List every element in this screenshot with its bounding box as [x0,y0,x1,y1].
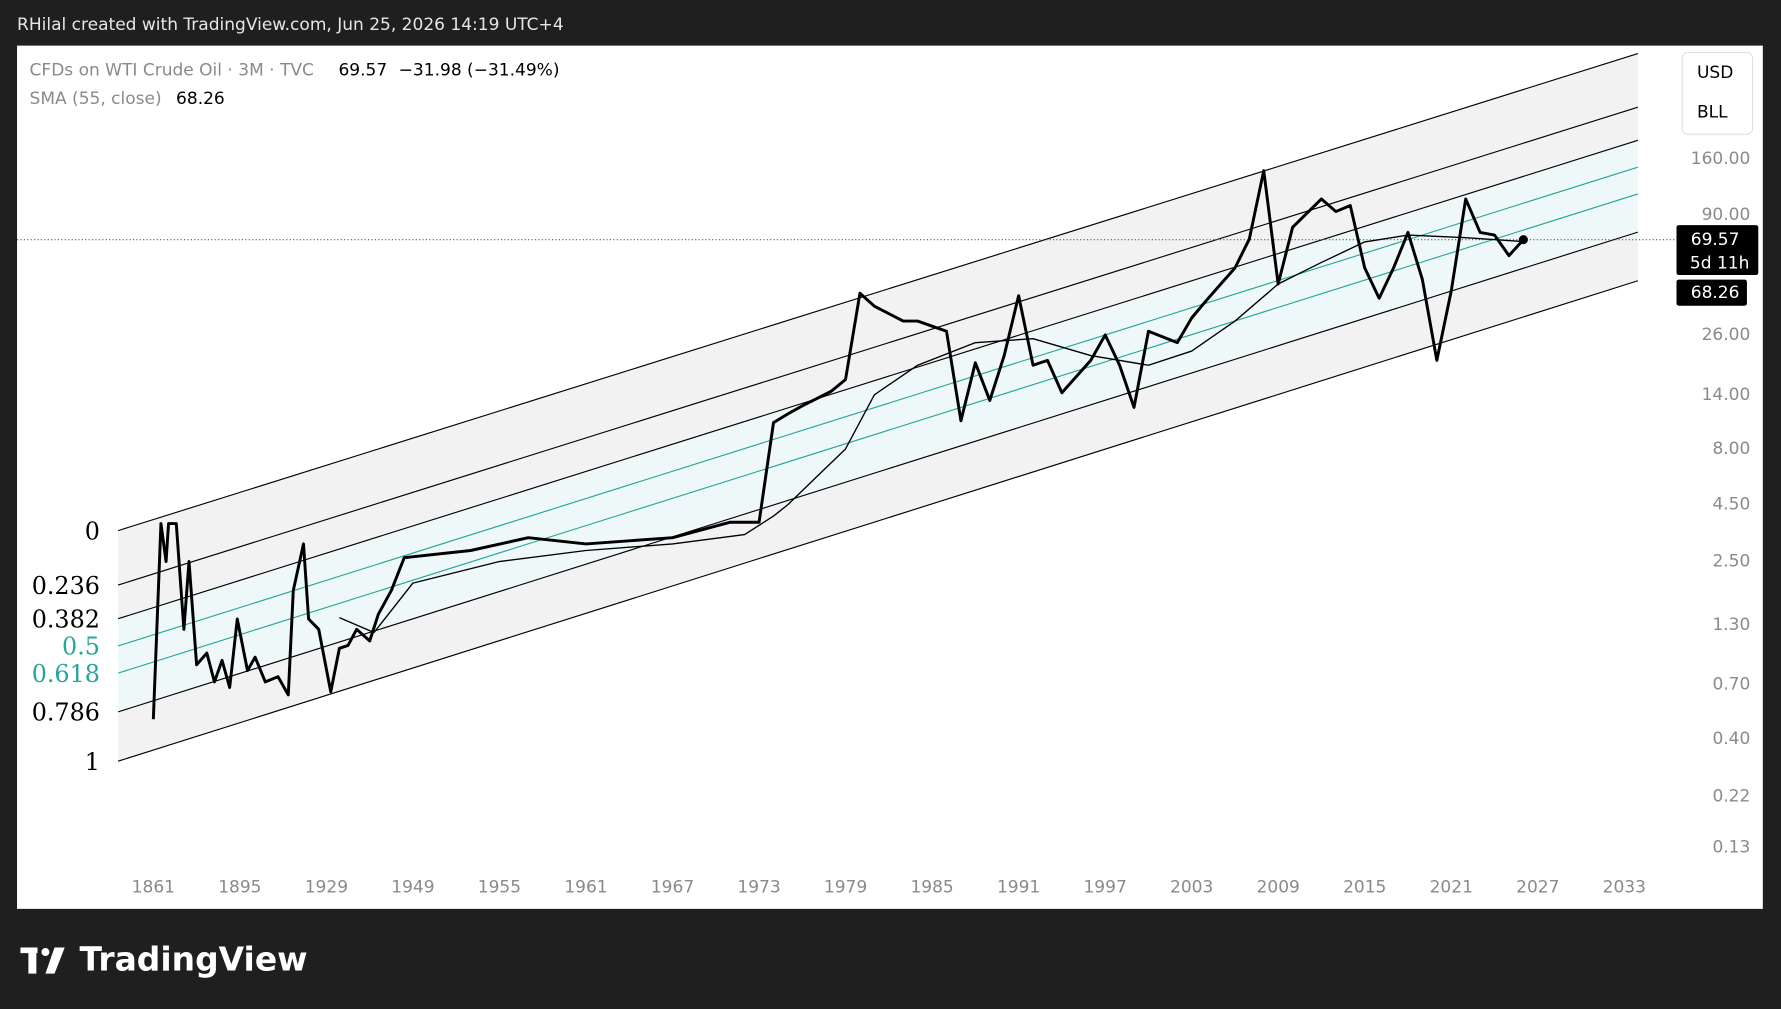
x-tick-label: 1861 [132,877,175,897]
y-tick-label: 2.50 [1712,552,1750,572]
fib-label: 0.5 [62,633,100,661]
x-tick-label: 1895 [218,877,261,897]
x-tick-label: 1967 [651,877,694,897]
x-tick-label: 2015 [1343,877,1386,897]
series-title: CFDs on WTI Crude Oil · 3M · TVC [30,61,314,81]
fib-line [117,139,1639,620]
x-tick-label: 2033 [1603,877,1646,897]
unit-button[interactable]: BLL [1697,103,1728,123]
sma-tag [1676,279,1747,306]
fib-label: 0.618 [32,660,100,688]
currency-button[interactable]: USD [1697,63,1733,83]
sma-value: 68.26 [176,89,225,109]
fib-band [118,167,1638,674]
x-tick-label: 2027 [1516,877,1559,897]
fib-line [117,166,1639,647]
logo [20,947,65,974]
fib-line [117,193,1639,674]
fib-label: 0.382 [32,605,100,633]
fib-label: 0 [85,517,100,545]
x-tick-label: 2003 [1170,877,1213,897]
fib-band [118,232,1638,762]
author-line: RHilal created with TradingView.com, Jun… [17,15,564,35]
price-tag-value: 69.57 [1691,230,1740,250]
x-tick-label: 1985 [910,877,953,897]
fib-band [118,193,1638,712]
sma-title: SMA (55, close) [30,89,162,109]
x-tick-label: 1997 [1083,877,1126,897]
y-tick-label: 0.70 [1712,675,1750,695]
series-line [151,169,1525,720]
y-tick-label: 0.40 [1712,729,1750,749]
scale-box [1681,51,1754,135]
change: −31.98 (−31.49%) [399,61,560,81]
x-tick-label: 1929 [305,877,348,897]
brand: TradingView [80,940,308,979]
fib-band [118,53,1638,586]
x-tick-label: 1979 [824,877,867,897]
sma-tag-value: 68.26 [1691,283,1740,303]
x-tick-label: 1955 [478,877,521,897]
fib-line [117,106,1639,586]
y-tick-label: 160.00 [1691,149,1751,169]
x-tick-label: 1961 [564,877,607,897]
x-tick-label: 1949 [391,877,434,897]
y-tick-label: 14.00 [1702,385,1751,405]
series-line [339,234,1524,634]
y-tick-label: 0.22 [1712,787,1750,807]
y-tick-label: 4.50 [1712,495,1750,515]
x-tick-label: 2021 [1430,877,1473,897]
countdown: 5d 11h [1690,254,1749,274]
fib-label: 0.236 [32,572,100,600]
fib-label: 1 [85,748,100,776]
fib-line [117,53,1639,532]
last-point [1518,235,1528,245]
price-tag [1676,225,1759,276]
x-tick-label: 1991 [997,877,1040,897]
x-tick-label: 2009 [1257,877,1300,897]
fib-line [117,280,1639,762]
y-tick-label: 0.13 [1712,838,1750,858]
y-tick-label: 1.30 [1712,615,1750,635]
x-tick-label: 1973 [737,877,780,897]
fib-band [118,107,1638,619]
last-value: 69.57 [338,61,387,81]
y-tick-label: 8.00 [1712,439,1750,459]
fib-label: 0.786 [32,699,100,727]
fib-band [118,140,1638,646]
y-tick-label: 90.00 [1702,205,1751,225]
y-tick-label: 26.00 [1702,325,1751,345]
